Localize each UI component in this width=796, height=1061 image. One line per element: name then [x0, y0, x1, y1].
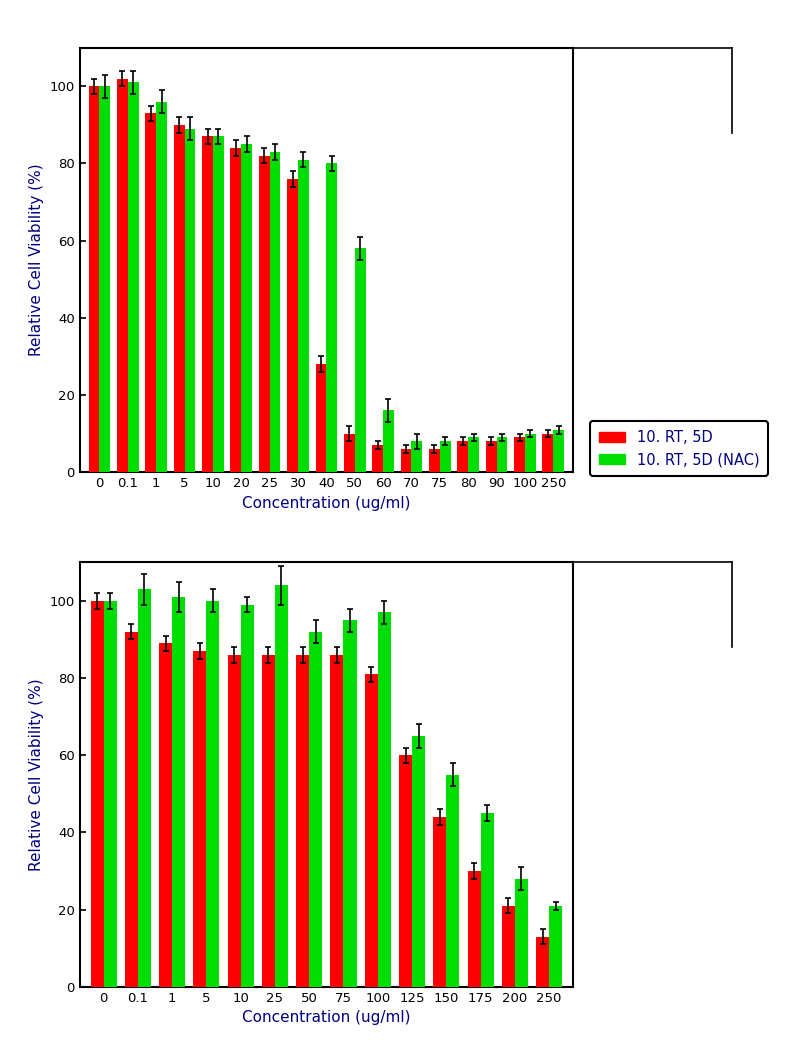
Bar — [315, 364, 326, 472]
Bar — [172, 597, 185, 987]
Bar — [553, 430, 564, 472]
Bar — [433, 817, 447, 987]
Bar — [467, 871, 481, 987]
Bar — [193, 651, 206, 987]
Legend: 10. RT, 5D, 10. RT, 5D (NAC): 10. RT, 5D, 10. RT, 5D (NAC) — [591, 421, 768, 476]
Bar — [240, 605, 254, 987]
Bar — [100, 86, 110, 472]
Bar — [440, 441, 451, 472]
Bar — [213, 137, 224, 472]
Bar — [202, 137, 213, 472]
Bar — [228, 655, 240, 987]
Bar — [501, 906, 515, 987]
Bar — [497, 437, 507, 472]
Bar — [330, 655, 344, 987]
Bar — [355, 248, 365, 472]
Bar — [383, 411, 394, 472]
Bar — [458, 441, 468, 472]
Bar — [344, 621, 357, 987]
Bar — [231, 149, 241, 472]
Bar — [259, 156, 270, 472]
Bar — [298, 159, 309, 472]
Bar — [103, 601, 117, 987]
Bar — [174, 125, 185, 472]
Bar — [429, 449, 440, 472]
Y-axis label: Relative Cell Viability (%): Relative Cell Viability (%) — [29, 678, 44, 871]
Bar — [365, 674, 378, 987]
Bar — [287, 179, 298, 472]
Bar — [138, 589, 151, 987]
Bar — [128, 83, 139, 472]
Bar — [88, 86, 100, 472]
Bar — [159, 643, 172, 987]
Bar — [543, 434, 553, 472]
Y-axis label: Relative Cell Viability (%): Relative Cell Viability (%) — [29, 163, 44, 356]
Bar — [447, 775, 459, 987]
Bar — [117, 79, 128, 472]
Bar — [412, 441, 422, 472]
X-axis label: Concentration (ug/ml): Concentration (ug/ml) — [242, 1010, 411, 1025]
Bar — [514, 437, 525, 472]
Bar — [400, 449, 412, 472]
Bar — [146, 114, 156, 472]
Bar — [241, 144, 252, 472]
Bar — [326, 163, 338, 472]
Bar — [481, 813, 494, 987]
Bar — [125, 631, 138, 987]
Bar — [537, 937, 549, 987]
Bar — [156, 102, 167, 472]
Bar — [373, 446, 383, 472]
Bar — [309, 631, 322, 987]
Bar — [270, 152, 280, 472]
Bar — [468, 437, 479, 472]
X-axis label: Concentration (ug/ml): Concentration (ug/ml) — [242, 495, 411, 510]
Bar — [378, 612, 391, 987]
Bar — [275, 586, 288, 987]
Bar — [206, 601, 220, 987]
Bar — [486, 441, 497, 472]
Bar — [412, 736, 425, 987]
Bar — [525, 434, 536, 472]
Bar — [185, 128, 195, 472]
Bar — [399, 755, 412, 987]
Bar — [549, 906, 562, 987]
Bar — [344, 434, 355, 472]
Bar — [515, 879, 528, 987]
Bar — [91, 601, 103, 987]
Bar — [262, 655, 275, 987]
Bar — [296, 655, 309, 987]
